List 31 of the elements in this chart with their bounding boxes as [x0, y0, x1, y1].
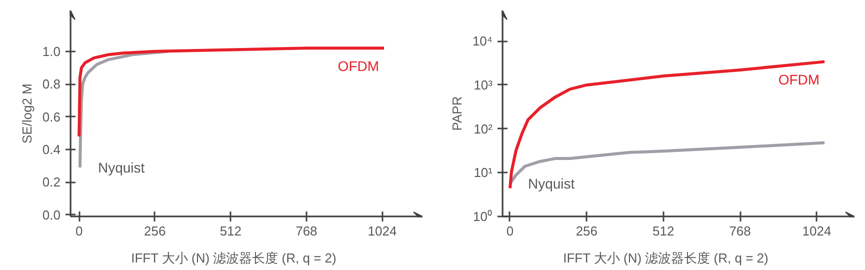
y-tick-label: 1.0: [42, 44, 61, 59]
x-tick-label: 0: [506, 224, 514, 238]
series-label: OFDM: [778, 72, 820, 88]
y-tick-label: 10¹: [474, 165, 494, 180]
x-tick-label: 0: [75, 224, 83, 238]
x-tick-label: 256: [576, 224, 598, 238]
line-series: [78, 46, 386, 138]
y-tick-label: 0.6: [42, 109, 61, 124]
x-tick-label: 256: [144, 224, 166, 238]
y-tick-label: 0.4: [42, 142, 61, 157]
x-tick-label: 1024: [802, 224, 832, 238]
y-tick-label: 10⁰: [473, 209, 493, 224]
y-tick-label: 10⁴: [472, 34, 492, 49]
y-axis-title: PAPR: [449, 96, 464, 131]
x-tick-label: 1024: [368, 224, 397, 238]
x-tick-label: 768: [296, 224, 318, 238]
y-tick-label: 0.0: [42, 207, 61, 222]
y-tick-label: 10²: [474, 121, 494, 136]
x-tick-label: 512: [652, 224, 674, 238]
y-tick-label: 0.8: [42, 76, 61, 92]
x-tick-label: 512: [220, 224, 242, 238]
series-label: Nyquist: [528, 176, 575, 192]
series-label: Nyquist: [98, 159, 145, 176]
x-axis-title: IFFT 大小 (N) 滤波器长度 (R, q = 2): [563, 250, 768, 266]
x-axis-title: IFFT 大小 (N) 滤波器长度 (R, q = 2): [131, 250, 336, 266]
x-tick-label: 768: [729, 224, 751, 238]
series-label: OFDM: [338, 58, 380, 74]
y-axis-title: SE/log2 M: [19, 84, 34, 144]
line-series: [508, 60, 826, 190]
y-tick-label: 0.2: [42, 174, 61, 190]
y-tick-label: 10³: [474, 77, 494, 92]
